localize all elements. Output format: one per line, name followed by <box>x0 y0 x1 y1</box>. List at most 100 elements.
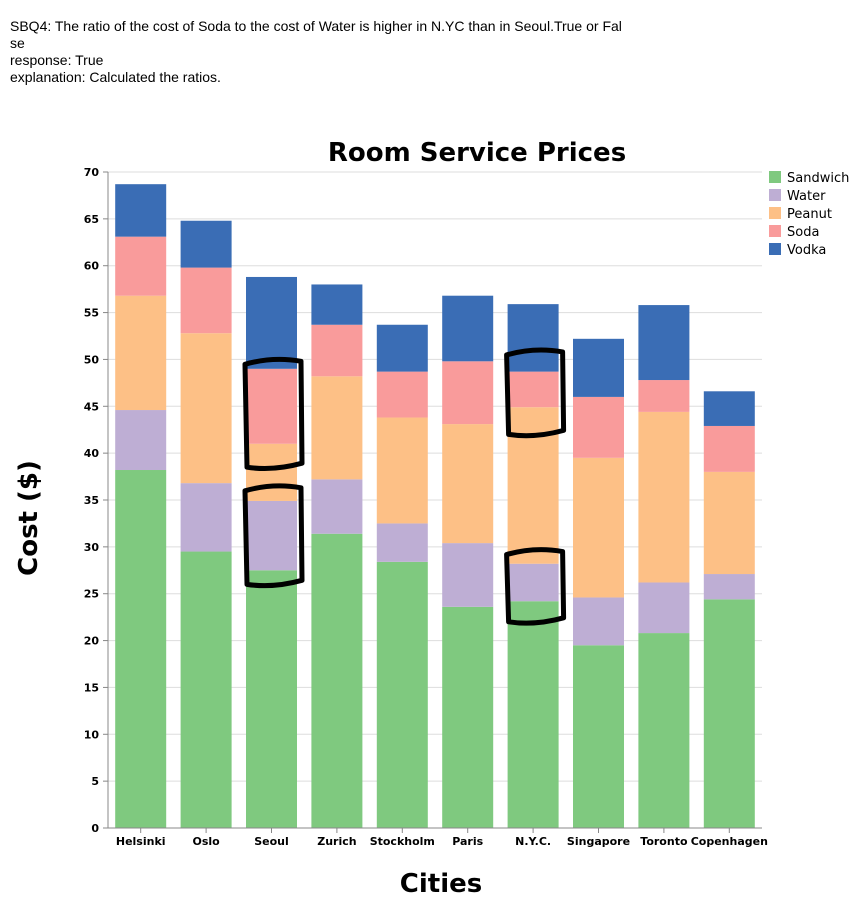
y-tick-label: 60 <box>84 260 100 273</box>
bar-water-helsinki <box>115 410 167 471</box>
bar-sandwich-zurich <box>311 533 363 828</box>
bar-soda-paris <box>442 361 494 425</box>
legend-label-sandwich: Sandwich <box>787 171 849 186</box>
bar-sandwich-helsinki <box>115 470 167 828</box>
bar-vodka-zurich <box>311 284 363 325</box>
x-tick-label: Toronto <box>640 835 688 848</box>
bar-peanut-zurich <box>311 376 363 480</box>
legend-swatch-sandwich <box>769 171 781 183</box>
bar-water-paris <box>442 543 494 607</box>
x-tick-label: Paris <box>452 835 483 848</box>
legend-swatch-vodka <box>769 243 781 255</box>
legend-label-vodka: Vodka <box>787 243 826 258</box>
bars <box>115 184 755 828</box>
bar-peanut-copenhagen <box>703 471 755 575</box>
bar-vodka-toronto <box>638 305 690 381</box>
y-ticks: 0 5 10 15 20 25 30 35 40 45 50 55 60 65 70 <box>84 166 108 835</box>
explanation-text: explanation: Calculated the ratios. <box>10 69 221 85</box>
bar-soda-helsinki <box>115 236 167 296</box>
x-tick-label: Oslo <box>192 835 220 848</box>
annotation-soda-highlight-seoul <box>242 356 305 472</box>
bar-sandwich-stockholm <box>376 561 428 828</box>
legend-swatch-peanut <box>769 207 781 219</box>
bar-sandwich-singapore <box>573 645 624 828</box>
x-tick-label: Seoul <box>254 835 289 848</box>
bar-peanut-toronto <box>638 411 690 583</box>
bar-vodka-singapore <box>573 338 624 397</box>
annotation-water-highlight-seoul <box>242 483 305 589</box>
bar-peanut-stockholm <box>376 417 428 524</box>
bar-water-oslo <box>180 483 232 552</box>
bar-peanut-singapore <box>573 457 624 598</box>
bar-peanut-nyc <box>507 407 559 564</box>
bar-water-seoul <box>246 500 297 571</box>
bar-soda-nyc <box>507 371 559 408</box>
bar-water-toronto <box>638 582 690 634</box>
bar-water-nyc <box>507 563 559 602</box>
bar-vodka-oslo <box>180 220 232 268</box>
question-line-2: se <box>10 35 25 51</box>
x-tick-label: Singapore <box>567 835 630 848</box>
chart-title: Room Service Prices <box>328 138 626 168</box>
y-tick-label: 10 <box>84 728 100 741</box>
bar-soda-singapore <box>573 396 624 458</box>
bar-vodka-helsinki <box>115 184 167 237</box>
legend-label-soda: Soda <box>787 225 819 240</box>
y-tick-label: 50 <box>84 353 100 366</box>
x-tick-label: Stockholm <box>370 835 435 848</box>
y-tick-label: 5 <box>91 775 99 788</box>
x-tick-label: Copenhagen <box>691 835 768 848</box>
bar-soda-zurich <box>311 324 363 377</box>
y-axis-title: Cost ($) <box>14 460 44 576</box>
bar-sandwich-seoul <box>246 570 297 828</box>
bar-water-copenhagen <box>703 574 755 600</box>
legend-label-peanut: Peanut <box>787 207 832 222</box>
question-line-1: SBQ4: The ratio of the cost of Soda to t… <box>10 18 622 34</box>
y-tick-label: 55 <box>84 307 99 320</box>
y-tick-label: 40 <box>84 447 100 460</box>
bar-soda-stockholm <box>376 371 428 418</box>
x-axis-title: Cities <box>400 869 482 899</box>
annotations <box>242 347 567 626</box>
y-tick-label: 30 <box>84 541 100 554</box>
y-tick-label: 20 <box>84 635 100 648</box>
bar-water-stockholm <box>376 523 428 562</box>
bar-vodka-stockholm <box>376 324 428 372</box>
bar-sandwich-toronto <box>638 633 690 828</box>
legend-swatch-water <box>769 189 781 201</box>
y-tick-label: 65 <box>84 213 99 226</box>
bar-vodka-copenhagen <box>703 391 755 426</box>
bar-peanut-seoul <box>246 443 297 501</box>
annotation-water-highlight-nyc <box>504 547 567 626</box>
bar-vodka-paris <box>442 295 494 362</box>
bar-sandwich-nyc <box>507 601 559 828</box>
y-tick-label: 70 <box>84 166 100 179</box>
y-tick-label: 15 <box>84 681 99 694</box>
bar-peanut-helsinki <box>115 295 167 411</box>
bar-peanut-paris <box>442 424 494 544</box>
response-text: response: True <box>10 52 104 68</box>
bar-peanut-oslo <box>180 333 232 484</box>
x-tick-label: N.Y.C. <box>515 835 551 848</box>
annotation-soda-highlight-nyc <box>504 347 567 439</box>
question-block: SBQ4: The ratio of the cost of Soda to t… <box>10 18 710 86</box>
bar-sandwich-oslo <box>180 551 232 828</box>
x-tick-label: Zurich <box>317 835 356 848</box>
legend: Sandwich Water Peanut Soda Vodka <box>769 171 849 258</box>
y-tick-label: 25 <box>84 588 99 601</box>
bar-soda-toronto <box>638 380 690 412</box>
bar-water-singapore <box>573 597 624 646</box>
legend-label-water: Water <box>787 189 826 204</box>
x-tick-label: Helsinki <box>116 835 166 848</box>
bar-vodka-seoul <box>246 276 297 369</box>
y-tick-label: 35 <box>84 494 99 507</box>
bar-soda-oslo <box>180 267 232 334</box>
bar-sandwich-paris <box>442 606 494 828</box>
bar-soda-seoul <box>246 368 297 444</box>
y-tick-label: 0 <box>91 822 99 835</box>
bar-sandwich-copenhagen <box>703 599 755 828</box>
bar-water-zurich <box>311 479 363 534</box>
x-ticks: Helsinki Oslo Seoul Zurich Stockholm Paris N.Y… <box>116 828 768 848</box>
bar-vodka-nyc <box>507 304 559 372</box>
